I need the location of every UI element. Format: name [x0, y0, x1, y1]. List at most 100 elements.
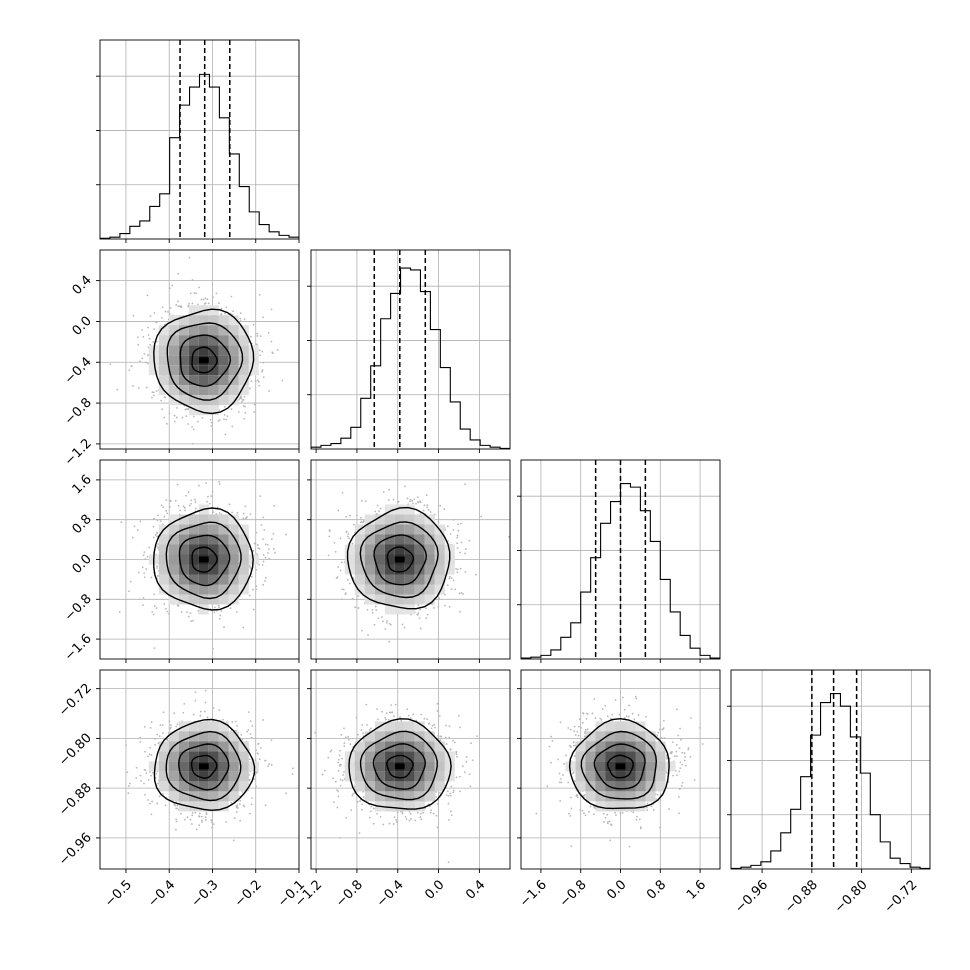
density-cell	[198, 604, 209, 615]
scatter-point	[384, 717, 387, 719]
density-cell	[208, 721, 219, 732]
density-cell	[404, 514, 415, 525]
scatter-point	[197, 420, 199, 423]
density-cell	[655, 761, 666, 772]
density-cell	[384, 564, 395, 575]
density-cell	[178, 594, 189, 605]
scatter-point	[432, 606, 435, 609]
density-peak	[394, 763, 405, 770]
histogram-bin	[120, 234, 130, 239]
density-cell	[188, 751, 199, 762]
density-cell	[384, 524, 395, 535]
density-cell	[158, 544, 169, 555]
y-tick-label: −0.4	[62, 354, 95, 387]
panel-content	[521, 670, 720, 869]
scatter-point	[370, 805, 373, 808]
scatter-point	[416, 811, 419, 814]
density-cell	[238, 771, 249, 782]
scatter-point	[229, 607, 232, 610]
density-cell	[354, 584, 365, 595]
scatter-point	[256, 771, 258, 774]
density-cell	[178, 771, 189, 782]
scatter-point	[204, 297, 207, 300]
scatter-point	[336, 789, 338, 791]
scatter-point	[141, 357, 144, 360]
x-tick-label: −0.8	[333, 877, 366, 910]
scatter-point	[546, 785, 549, 788]
scatter-point	[264, 580, 266, 582]
scatter-point	[285, 533, 287, 536]
density-cell	[394, 544, 405, 555]
scatter-point	[175, 818, 177, 821]
density-cell	[394, 751, 405, 762]
scatter-point	[180, 306, 183, 309]
density-cell	[188, 514, 199, 525]
scatter-point	[153, 605, 156, 608]
density-cell	[218, 741, 229, 752]
scatter-point	[161, 724, 164, 726]
scatter-point	[678, 747, 681, 750]
y-tick-label: −0.96	[56, 830, 95, 869]
density-cell	[374, 564, 385, 575]
scatter-point	[236, 807, 239, 809]
density-peak	[394, 556, 405, 563]
density-cell	[414, 801, 425, 812]
scatter-point	[658, 728, 661, 731]
scatter-point	[427, 509, 430, 511]
scatter-point	[337, 769, 340, 772]
density-cell	[208, 801, 219, 812]
scatter-point	[345, 515, 348, 518]
scatter-point	[152, 394, 155, 397]
density-cell	[605, 801, 616, 812]
density-cell	[384, 604, 395, 615]
density-cell	[198, 594, 209, 605]
scatter-point	[559, 721, 562, 724]
density-cell	[188, 305, 199, 316]
density-cell	[404, 554, 415, 565]
density-cell	[228, 365, 239, 376]
density-cell	[374, 584, 385, 595]
scatter-point	[162, 711, 165, 714]
scatter-point	[149, 726, 152, 729]
scatter-point	[614, 698, 617, 701]
contour-level	[593, 743, 646, 790]
histogram-bin	[781, 833, 791, 869]
density-cell	[434, 741, 445, 752]
scatter-point	[147, 778, 150, 781]
scatter-point	[683, 759, 686, 762]
scatter-point	[362, 732, 365, 735]
scatter-point	[147, 755, 149, 758]
scatter-point	[174, 828, 177, 831]
x-tick-label: −0.72	[882, 877, 921, 916]
scatter-point	[252, 549, 255, 552]
density-cell	[228, 534, 239, 545]
scatter-point	[462, 593, 464, 595]
histogram-bin	[680, 635, 690, 659]
density-cell	[208, 385, 219, 396]
scatter-point	[249, 720, 252, 723]
scatter-point	[584, 814, 587, 817]
density-cell	[188, 534, 199, 545]
scatter-point	[455, 753, 458, 756]
density-cell	[168, 781, 179, 792]
scatter-point	[180, 611, 183, 614]
scatter-point	[239, 320, 242, 322]
density-cell	[198, 584, 209, 595]
scatter-point	[257, 547, 260, 550]
scatter-point	[213, 606, 216, 609]
scatter-point	[184, 509, 186, 512]
scatter-point	[663, 737, 666, 739]
density-cell	[364, 751, 375, 762]
scatter-point	[409, 500, 411, 503]
scatter-point	[362, 521, 364, 524]
density-cell	[384, 584, 395, 595]
scatter-point	[464, 552, 467, 555]
density-cell	[248, 365, 259, 376]
scatter-point	[167, 612, 170, 615]
x-tick-label: 1.6	[684, 877, 709, 902]
contour-level	[166, 322, 244, 401]
density-cell	[208, 514, 219, 525]
scatter-point	[609, 823, 612, 826]
scatter-point	[186, 408, 188, 410]
scatter-point	[678, 788, 681, 790]
